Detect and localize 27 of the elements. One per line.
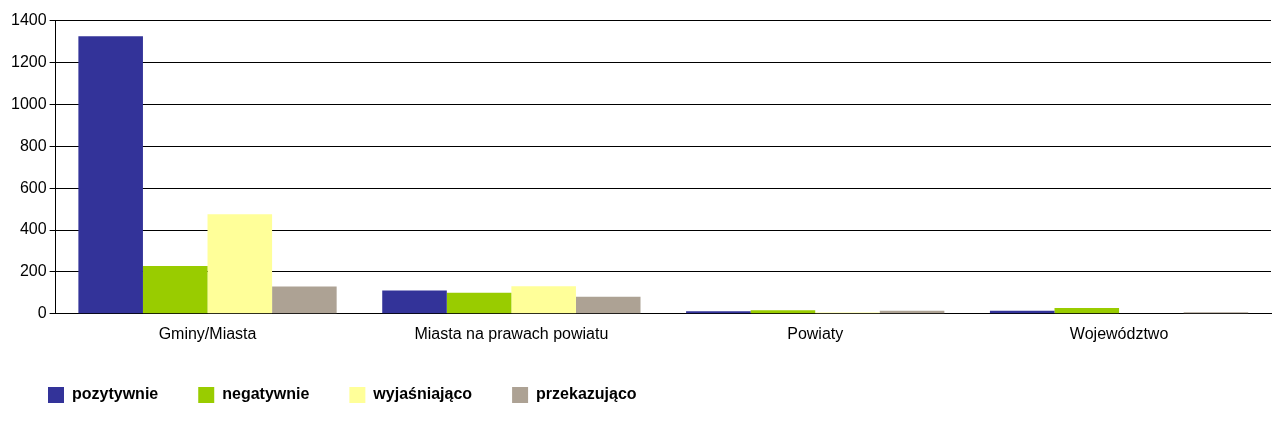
bar bbox=[207, 214, 273, 314]
bar bbox=[78, 36, 143, 314]
y-tick-label: 600 bbox=[19, 178, 47, 196]
bar bbox=[575, 296, 641, 314]
x-tick-label: Powiaty bbox=[787, 324, 844, 342]
y-tick-label: 800 bbox=[19, 136, 47, 154]
x-tick-label: Miasta na prawach powiatu bbox=[414, 324, 609, 342]
y-tick-label: 400 bbox=[19, 220, 47, 238]
bar bbox=[446, 292, 512, 314]
legend-label: pozytywnie bbox=[72, 385, 159, 403]
legend-label: wyjaśniająco bbox=[372, 385, 473, 403]
x-tick-label: Województwo bbox=[1069, 324, 1169, 342]
bar bbox=[142, 266, 208, 314]
legend-label: negatywnie bbox=[222, 385, 310, 403]
bar bbox=[511, 286, 576, 314]
bar bbox=[272, 286, 337, 314]
legend-label: przekazująco bbox=[536, 385, 637, 403]
y-tick-label: 1400 bbox=[11, 11, 47, 29]
bar bbox=[750, 310, 816, 314]
y-tick-label: 1000 bbox=[11, 94, 47, 112]
bar bbox=[686, 311, 751, 314]
y-tick-label: 200 bbox=[19, 262, 47, 280]
y-tick-label: 0 bbox=[37, 304, 47, 322]
bar bbox=[1054, 307, 1120, 314]
y-tick-label: 1200 bbox=[11, 52, 47, 70]
bar bbox=[382, 290, 447, 314]
x-tick-label: Gminy/Miasta bbox=[158, 324, 257, 342]
